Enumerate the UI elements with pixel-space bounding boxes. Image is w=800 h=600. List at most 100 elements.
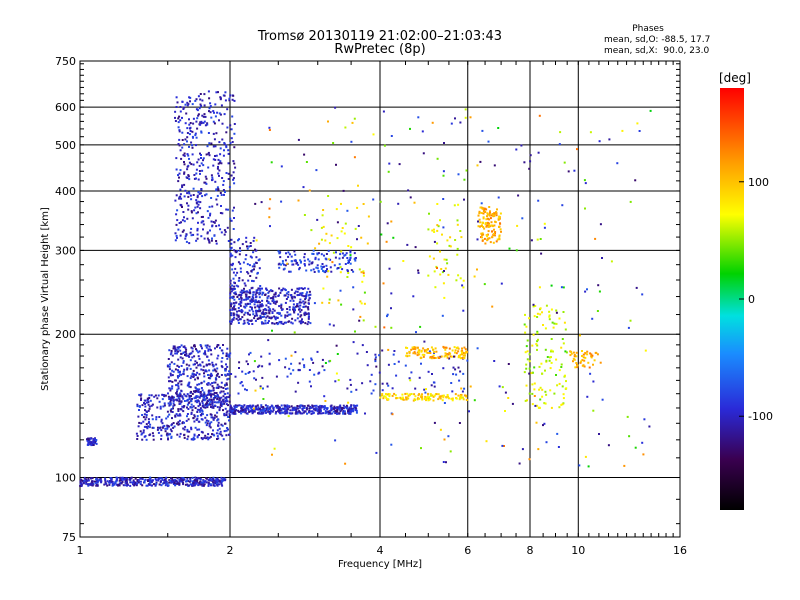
data-point bbox=[299, 406, 302, 409]
data-point bbox=[237, 239, 239, 242]
data-point bbox=[246, 302, 249, 305]
data-point bbox=[638, 130, 641, 132]
data-point bbox=[220, 381, 223, 384]
data-point bbox=[170, 351, 173, 354]
data-point bbox=[469, 116, 472, 119]
data-point bbox=[254, 306, 257, 309]
data-point bbox=[290, 362, 293, 365]
data-point bbox=[278, 320, 281, 323]
data-point bbox=[175, 413, 178, 416]
data-point bbox=[196, 227, 199, 230]
data-point bbox=[192, 363, 195, 366]
data-point bbox=[421, 353, 424, 356]
data-point bbox=[211, 393, 214, 396]
data-point bbox=[413, 351, 416, 354]
data-point bbox=[134, 477, 137, 480]
data-point bbox=[218, 119, 220, 122]
data-point bbox=[175, 398, 178, 401]
data-point bbox=[483, 237, 486, 240]
data-point bbox=[303, 256, 306, 259]
data-point bbox=[95, 439, 98, 441]
data-point bbox=[198, 107, 201, 110]
data-point bbox=[174, 232, 177, 235]
data-point bbox=[456, 247, 459, 250]
data-point bbox=[184, 189, 187, 192]
colorbar-tick-label: -100 bbox=[748, 410, 773, 423]
data-point bbox=[179, 432, 182, 435]
data-point bbox=[316, 218, 319, 221]
data-point bbox=[170, 410, 173, 413]
data-point bbox=[544, 390, 547, 393]
data-point bbox=[280, 408, 283, 411]
data-point bbox=[300, 321, 303, 324]
data-point bbox=[178, 129, 181, 132]
data-point bbox=[257, 412, 260, 415]
data-point bbox=[212, 481, 215, 484]
data-point bbox=[229, 293, 232, 296]
data-point bbox=[232, 228, 235, 230]
data-point bbox=[599, 361, 602, 364]
data-point bbox=[217, 162, 220, 165]
data-point bbox=[370, 373, 373, 376]
data-point bbox=[186, 393, 189, 396]
data-point bbox=[278, 409, 281, 412]
colorbar-tick-label: 100 bbox=[748, 176, 769, 189]
data-point bbox=[449, 245, 452, 248]
data-point bbox=[147, 421, 150, 424]
data-point bbox=[343, 407, 346, 410]
data-point bbox=[372, 198, 375, 201]
data-point bbox=[261, 322, 264, 325]
data-point bbox=[198, 482, 201, 484]
data-point bbox=[492, 233, 495, 235]
data-point bbox=[174, 116, 176, 119]
data-point bbox=[294, 412, 297, 415]
data-point bbox=[259, 314, 262, 317]
data-point bbox=[216, 406, 219, 409]
data-point bbox=[560, 403, 563, 406]
data-point bbox=[200, 122, 203, 125]
data-point bbox=[171, 396, 174, 399]
data-point bbox=[183, 143, 186, 146]
data-point bbox=[499, 222, 501, 225]
data-point bbox=[539, 313, 542, 316]
data-point bbox=[421, 130, 424, 133]
data-point bbox=[379, 200, 382, 203]
data-point bbox=[459, 121, 462, 124]
data-point bbox=[188, 96, 191, 99]
data-point bbox=[347, 410, 349, 413]
data-point bbox=[436, 203, 439, 205]
data-point bbox=[264, 313, 267, 316]
data-point bbox=[335, 208, 338, 211]
data-point bbox=[182, 108, 185, 110]
data-point bbox=[413, 201, 416, 204]
data-point bbox=[300, 301, 303, 304]
data-point bbox=[240, 309, 243, 311]
data-point bbox=[271, 322, 274, 325]
data-point bbox=[256, 271, 259, 274]
data-point bbox=[189, 231, 192, 234]
data-point bbox=[280, 165, 283, 168]
data-point bbox=[316, 350, 319, 353]
data-point bbox=[340, 230, 343, 233]
data-point bbox=[413, 398, 416, 401]
data-point bbox=[233, 217, 235, 219]
data-point bbox=[219, 397, 221, 400]
data-point bbox=[230, 322, 233, 325]
data-point bbox=[336, 410, 339, 413]
data-point bbox=[261, 303, 263, 306]
data-point bbox=[295, 411, 298, 414]
data-point bbox=[409, 127, 411, 130]
data-point bbox=[446, 239, 449, 242]
data-point bbox=[212, 132, 215, 135]
data-point bbox=[526, 399, 528, 402]
data-point bbox=[212, 479, 215, 482]
data-point bbox=[208, 240, 211, 243]
data-point bbox=[262, 311, 265, 314]
data-point bbox=[125, 479, 128, 482]
data-point bbox=[220, 205, 222, 207]
data-point bbox=[225, 208, 228, 211]
data-point bbox=[260, 304, 263, 307]
data-point bbox=[200, 345, 203, 348]
data-point bbox=[193, 355, 196, 358]
